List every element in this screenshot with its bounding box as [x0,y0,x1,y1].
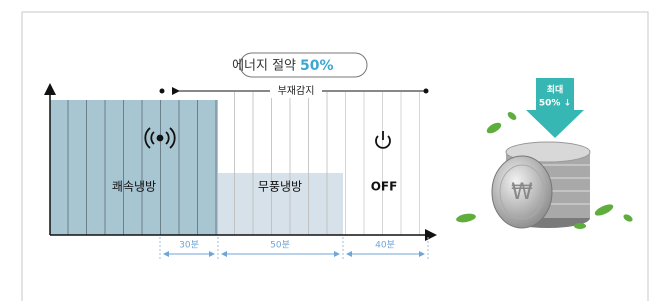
svg-text:₩: ₩ [511,180,533,205]
duration-label: 40분 [375,240,395,251]
fast-cooling-block [50,100,218,235]
mode-label: OFF [371,180,398,194]
duration-label: 50분 [270,240,290,251]
absence-end [424,89,429,94]
absence-label: 부재감지 [278,85,315,97]
coins: ₩ [492,142,590,228]
savings-line2: 50% ↓ [539,99,571,109]
infographic: 부재감지 에너지 절약 50% 쾌속냉방 무풍냉방 OFF 30분 50분 40… [0,0,671,301]
badge-label: 에너지 절약 [232,59,296,74]
power-icon [376,131,390,148]
duration-label: 30분 [179,240,199,251]
absence-start [160,89,165,94]
mode-label: 무풍냉방 [258,180,302,194]
savings-line1: 최대 [547,84,564,96]
badge-value: 50% [300,58,334,74]
mode-label: 쾌속냉방 [112,180,156,194]
